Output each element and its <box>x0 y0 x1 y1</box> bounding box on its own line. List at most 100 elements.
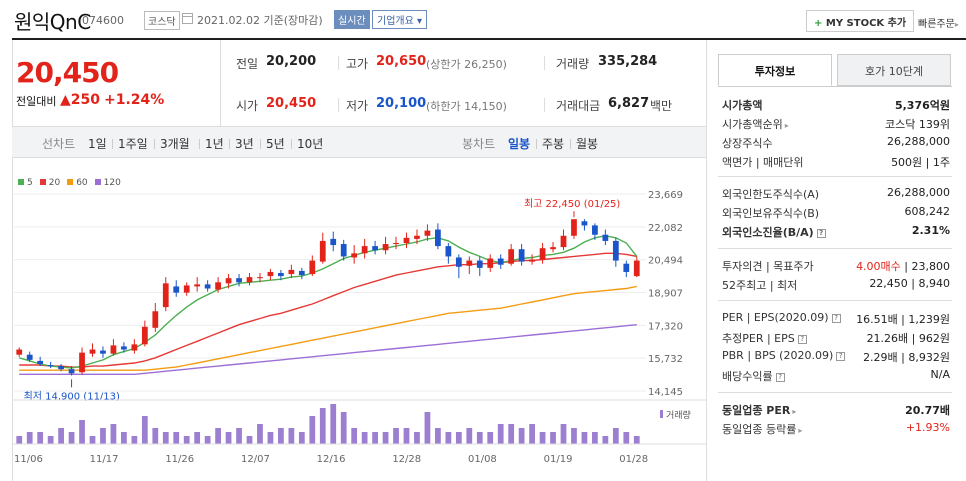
legend-swatch <box>94 179 101 185</box>
company-info-button[interactable]: 기업개요 ▾ <box>372 10 428 29</box>
lower-limit: (하한가 14,150) <box>426 100 507 113</box>
main-panel <box>12 40 706 481</box>
week52-label: 52주최고 | 최저 <box>722 279 798 292</box>
period-1y[interactable]: 1년 <box>205 137 224 151</box>
legend-swatch <box>18 179 24 185</box>
low-value: 20,100 <box>376 96 427 111</box>
foreign-hold-label: 외국인보유주식수(B) <box>722 207 820 220</box>
price-divider <box>220 40 221 126</box>
legend-item: 60 <box>67 178 88 188</box>
market-cap-rank-text: 시가총액순위 <box>722 118 783 131</box>
legend-swatch <box>39 179 46 185</box>
opinion-label: 투자의견 | 목표주가 <box>722 260 814 273</box>
foreign-ratio-text: 외국인소진율(B/A) <box>722 226 814 239</box>
dividend-text: 배당수익률 <box>722 370 773 383</box>
market-cap-value: 5,376억원 <box>894 99 950 112</box>
period-5y[interactable]: 5년 <box>266 137 285 151</box>
high-label: 고가 <box>346 57 369 71</box>
amount-unit: 백만 <box>650 99 673 113</box>
help-icon[interactable]: ? <box>797 335 807 344</box>
industry-per-value: 20.77배 <box>905 404 950 417</box>
plus-icon: + <box>814 18 823 29</box>
dividend-label: 배당수익률? <box>722 368 785 384</box>
my-stock-add-button[interactable]: + MY STOCK 추가 <box>806 10 915 32</box>
amount-value: 6,827 <box>608 96 650 111</box>
industry-rate-label: 동일업종 등락률 ▸ <box>722 421 802 437</box>
volume-value: 335,284 <box>598 54 658 69</box>
separator <box>338 98 339 112</box>
chevron-right-icon: ▸ <box>784 121 789 130</box>
amount-label: 거래대금 <box>556 99 601 113</box>
prev-close-label: 전일 <box>236 57 259 71</box>
tab-hoga-10[interactable]: 호가 10단계 <box>837 54 951 86</box>
separator <box>544 56 545 70</box>
legend-swatch <box>67 179 74 185</box>
line-chart-label: 선차트 <box>42 137 76 151</box>
help-icon[interactable]: ? <box>816 229 826 238</box>
market-badge: 코스닥 <box>144 11 180 30</box>
quick-order-button[interactable]: 빠른주문▸ <box>918 15 959 30</box>
foreign-limit-value: 26,288,000 <box>887 186 950 199</box>
pbr-value: 2.29배 | 8,932원 <box>863 351 950 364</box>
ma-legend: 5 20 60 120 <box>18 178 128 188</box>
realtime-button[interactable]: 실시간 <box>334 10 370 29</box>
help-icon[interactable]: ? <box>836 352 846 361</box>
help-icon[interactable]: ? <box>775 373 785 382</box>
open-label: 시가 <box>236 99 259 113</box>
period-daily[interactable]: 일봉 <box>508 137 531 151</box>
ma-legend-items: 5 20 60 120 <box>18 178 128 188</box>
company-info-label: 기업개요 <box>377 16 414 27</box>
chevron-right-icon: ▸ <box>792 407 797 416</box>
period-weekly[interactable]: 주봉 <box>542 137 565 151</box>
chevron-down-icon: ▾ <box>417 16 423 27</box>
prev-close-value: 20,200 <box>266 54 317 69</box>
change-amount: 250 <box>70 92 101 108</box>
period-1d[interactable]: 1일 <box>88 137 107 151</box>
dividend-value: N/A <box>930 368 950 381</box>
per-value: 16.51배 | 1,239원 <box>856 313 950 326</box>
est-per-label: 추정PER | EPS? <box>722 330 807 346</box>
est-per-text: 추정PER | EPS <box>722 332 795 345</box>
period-3m[interactable]: 3개월 <box>160 137 190 151</box>
chevron-right-icon: ▸ <box>954 20 959 29</box>
upper-limit: (상한가 26,250) <box>426 58 507 71</box>
pbr-text: PBR | BPS (2020.09) <box>722 349 834 362</box>
period-10y[interactable]: 10년 <box>297 137 324 151</box>
industry-per-label: 동일업종 PER ▸ <box>722 402 796 418</box>
week52-value: 22,450 | 8,940 <box>869 277 950 290</box>
quick-order-label: 빠른주문 <box>918 19 955 30</box>
date-text: 2021.02.02 기준(장마감) <box>197 14 323 27</box>
chevron-right-icon: ▸ <box>798 426 803 435</box>
change-value: ▲250 <box>60 92 100 108</box>
header-divider <box>12 38 966 40</box>
separator <box>544 98 545 112</box>
legend-item: 120 <box>94 178 121 188</box>
market-cap-rank-label: 시가총액순위 ▸ <box>722 116 789 132</box>
up-arrow-icon: ▲ <box>60 92 71 108</box>
change-label: 전일대비 <box>16 95 57 108</box>
low-label: 저가 <box>346 99 369 113</box>
open-value: 20,450 <box>266 96 317 111</box>
foreign-ratio-label: 외국인소진율(B/A)? <box>722 224 826 240</box>
tab-underline <box>718 86 952 87</box>
legend-item: 5 <box>18 178 33 188</box>
period-1w[interactable]: 1주일 <box>118 137 148 151</box>
stock-name[interactable]: 원익QnC <box>14 10 91 34</box>
market-cap-rank-value: 코스닥 139위 <box>885 118 950 131</box>
est-per-value: 21.26배 | 962원 <box>866 332 950 345</box>
tab-invest-info[interactable]: 투자정보 <box>718 54 832 86</box>
industry-rate-text: 동일업종 등락률 <box>722 423 797 436</box>
current-price: 20,450 <box>16 56 119 89</box>
face-label: 액면가 | 매매단위 <box>722 156 804 169</box>
calendar-icon <box>182 13 193 24</box>
shares-value: 26,288,000 <box>887 135 950 148</box>
legend-item: 20 <box>39 178 60 188</box>
target-price: | 23,800 <box>904 260 950 273</box>
period-monthly[interactable]: 월봉 <box>576 137 599 151</box>
help-icon[interactable]: ? <box>831 314 841 323</box>
period-bar <box>12 126 706 158</box>
industry-per-text: 동일업종 PER <box>722 404 791 417</box>
foreign-hold-value: 608,242 <box>904 205 951 218</box>
period-3y[interactable]: 3년 <box>235 137 254 151</box>
market-cap-label: 시가총액 <box>722 99 763 112</box>
